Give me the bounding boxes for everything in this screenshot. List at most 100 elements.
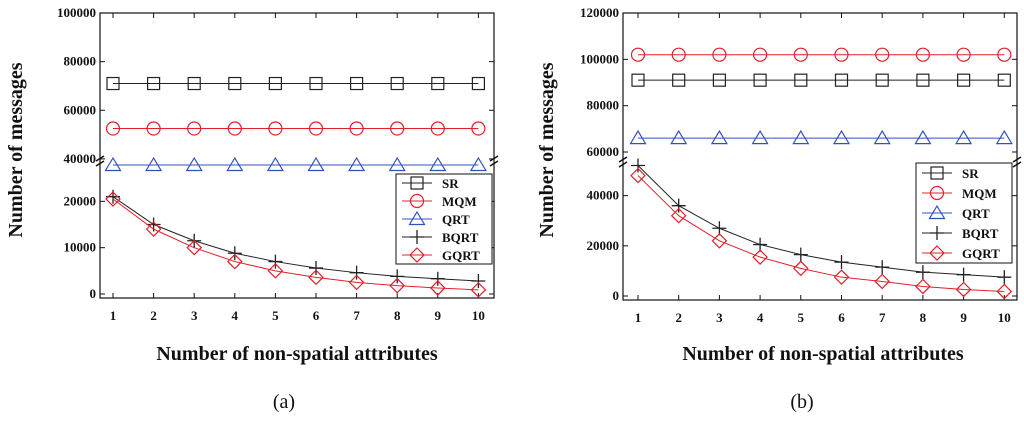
x-tick-label: 9: [960, 310, 967, 325]
data-point-sr: [187, 76, 201, 91]
data-point-qrt: [307, 156, 325, 172]
x-tick-label: 5: [272, 308, 279, 323]
data-point-sr: [471, 76, 485, 91]
data-point-bqrt: [793, 247, 808, 262]
data-point-sr: [997, 73, 1011, 87]
legend-label: MQM: [442, 194, 477, 209]
data-point-sr: [712, 73, 727, 87]
x-tick-label: 2: [150, 308, 157, 323]
y-tick-label: 60000: [587, 144, 620, 159]
legend-label: GQRT: [442, 248, 480, 263]
data-point-gqrt: [670, 207, 687, 224]
data-point-qrt: [185, 156, 203, 172]
series-line-gqrt: [637, 175, 1005, 292]
y-tick-label: 120000: [580, 5, 619, 20]
legend-label: MQM: [962, 186, 997, 201]
data-point-bqrt: [268, 254, 283, 269]
data-point-qrt: [995, 129, 1013, 145]
chart-panel-b: Number of messages Number of non-spatial…: [536, 5, 1022, 413]
data-point-mqm: [308, 121, 324, 136]
data-point-sr: [390, 76, 404, 91]
x-tick-label: 3: [191, 308, 198, 323]
legend-marker-gqrt: [409, 247, 425, 263]
legend-label: GQRT: [962, 246, 1000, 261]
y-axis-label: Number of messages: [5, 62, 27, 237]
data-point-bqrt: [309, 261, 323, 276]
data-point-qrt: [751, 129, 769, 145]
data-point-gqrt: [389, 277, 406, 294]
data-point-mqm: [349, 121, 364, 136]
data-point-qrt: [792, 129, 810, 145]
data-point-bqrt: [956, 267, 971, 282]
data-point-bqrt: [753, 237, 768, 252]
x-tick-label: 1: [110, 308, 117, 323]
x-tick-label: 8: [394, 308, 401, 323]
data-point-qrt: [104, 156, 122, 172]
data-point-sr: [431, 76, 445, 91]
axis-break-mark: [618, 156, 628, 168]
data-point-mqm: [105, 121, 121, 136]
data-point-gqrt: [308, 269, 324, 286]
data-point-sr: [916, 73, 930, 87]
legend-marker-sr: [410, 176, 424, 190]
x-tick-label: 9: [435, 308, 442, 323]
y-tick-label: 100000: [580, 51, 619, 66]
y-tick-label: 0: [613, 288, 620, 303]
legend-label: QRT: [962, 206, 990, 221]
data-point-gqrt: [630, 167, 646, 184]
legend-marker-sr: [930, 166, 944, 180]
x-axis-label: Number of non-spatial attributes: [682, 343, 964, 365]
axis-break-mark: [1012, 156, 1022, 168]
data-point-bqrt: [834, 255, 849, 270]
legend-marker-mqm: [409, 193, 425, 209]
x-tick-label: 2: [675, 310, 682, 325]
x-tick-label: 4: [757, 310, 764, 325]
y-tick-label: 0: [90, 286, 97, 301]
y-tick-label: 10000: [64, 240, 97, 255]
data-point-bqrt: [997, 270, 1012, 285]
data-point-gqrt: [470, 281, 487, 298]
data-point-qrt: [469, 156, 487, 172]
data-point-sr: [875, 73, 889, 87]
data-point-mqm: [268, 121, 283, 136]
x-tick-label: 6: [838, 310, 845, 325]
data-point-mqm: [915, 47, 931, 62]
data-point-qrt: [670, 129, 688, 145]
data-point-mqm: [390, 121, 405, 136]
legend-label: SR: [442, 176, 459, 191]
data-point-mqm: [834, 47, 849, 62]
data-point-qrt: [388, 156, 406, 172]
data-point-gqrt: [915, 278, 931, 295]
y-tick-label: 20000: [64, 193, 97, 208]
data-point-sr: [956, 73, 971, 87]
data-point-mqm: [875, 47, 890, 62]
y-tick-label: 60000: [64, 102, 97, 117]
data-point-mqm: [712, 47, 727, 62]
data-point-mqm: [146, 121, 161, 136]
legend-marker-bqrt: [930, 226, 944, 240]
data-point-mqm: [187, 121, 202, 136]
data-point-sr: [672, 73, 686, 87]
panel-caption: (b): [790, 391, 813, 413]
data-point-sr: [228, 76, 242, 91]
legend-label: SR: [962, 166, 979, 181]
data-point-bqrt: [712, 221, 727, 236]
chart-panel-a: Number of messages Number of non-spatial…: [5, 5, 499, 413]
data-point-gqrt: [429, 280, 446, 296]
data-point-qrt: [629, 129, 647, 145]
x-tick-label: 7: [353, 308, 360, 323]
data-point-mqm: [471, 121, 486, 136]
data-point-sr: [309, 76, 323, 91]
plot-frame: [622, 12, 1018, 301]
data-point-gqrt: [792, 260, 809, 277]
series-line-bqrt: [112, 196, 479, 282]
legend-marker-bqrt: [410, 230, 424, 244]
data-point-mqm: [793, 47, 808, 62]
data-point-bqrt: [875, 260, 890, 275]
y-axis-label: Number of messages: [536, 62, 558, 237]
y-tick-label: 80000: [64, 54, 97, 69]
data-point-qrt: [955, 129, 973, 145]
y-tick-label: 100000: [57, 5, 96, 20]
plot-frame: [99, 12, 495, 299]
